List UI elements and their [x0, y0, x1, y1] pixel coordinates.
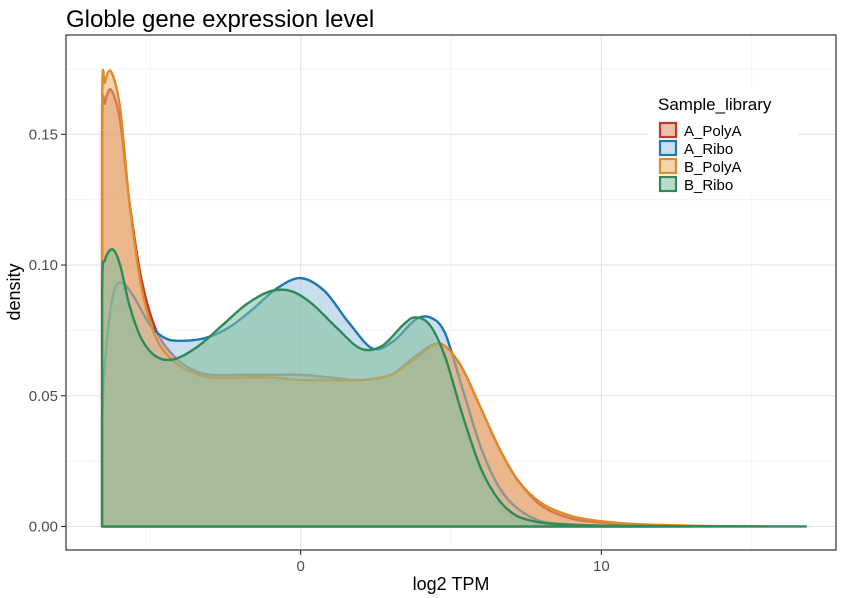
legend-key: [658, 139, 678, 157]
x-tick-label: 10: [593, 558, 610, 575]
x-tick-label: 0: [296, 558, 304, 575]
legend-title: Sample_library: [658, 95, 772, 114]
y-tick-label: 0.00: [29, 518, 58, 535]
y-axis-title: density: [4, 263, 24, 320]
y-tick-label: 0.15: [29, 126, 58, 143]
x-axis-title: log2 TPM: [413, 574, 490, 594]
legend-key: [658, 121, 678, 139]
legend: Sample_library A_PolyAA_RiboB_PolyAB_Rib…: [648, 88, 798, 194]
legend-key: [658, 157, 678, 175]
chart-title: Globle gene expression level: [66, 6, 374, 33]
y-axis: 0.00 0.05 0.10 0.15: [29, 126, 66, 535]
legend-key: [658, 175, 678, 193]
legend-label: B_Ribo: [684, 177, 733, 194]
density-areas: [100, 68, 808, 528]
y-tick-label: 0.10: [29, 257, 58, 274]
plot-panel: [65, 34, 837, 551]
legend-label: A_PolyA: [684, 123, 742, 140]
legend-label: B_PolyA: [684, 159, 742, 176]
x-axis: 0 10: [296, 550, 610, 575]
y-tick-label: 0.05: [29, 388, 58, 405]
legend-label: A_Ribo: [684, 141, 733, 158]
density-line-b-ribo: [100, 248, 808, 528]
panel-border: [65, 34, 837, 551]
